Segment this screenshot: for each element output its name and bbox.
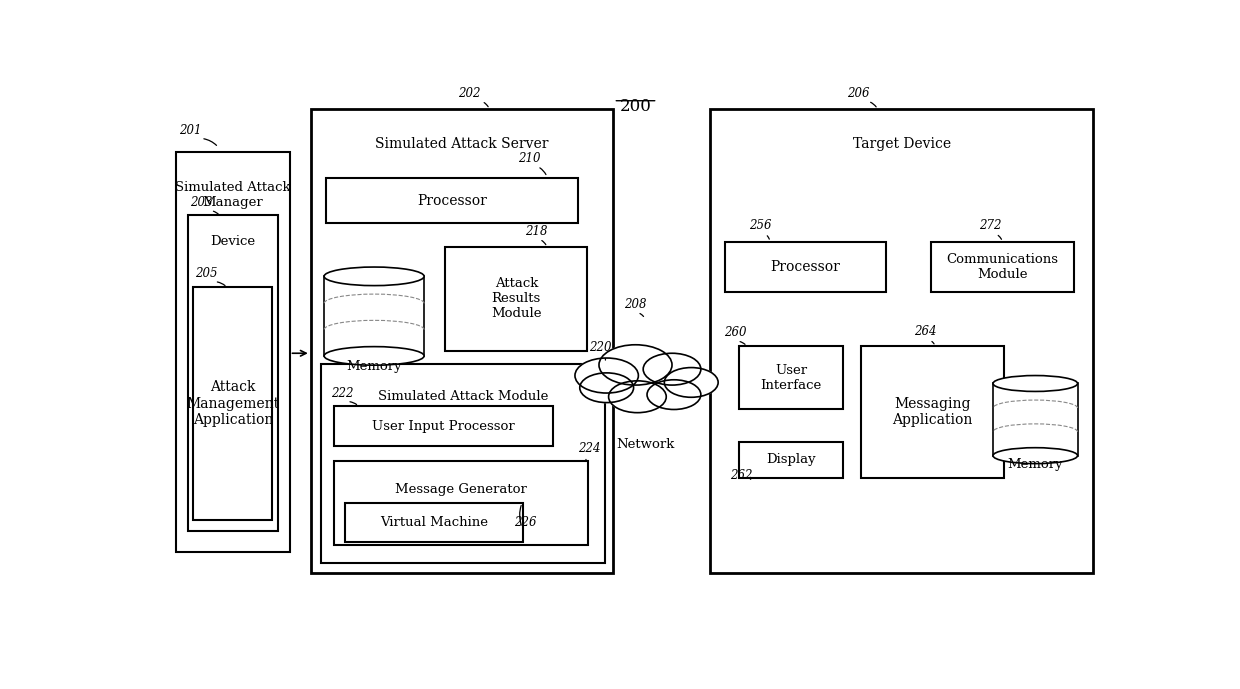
Text: Messaging
Application: Messaging Application (893, 397, 972, 427)
Text: User
Interface: User Interface (760, 364, 822, 391)
Text: 202: 202 (458, 87, 480, 100)
FancyBboxPatch shape (187, 215, 278, 531)
Text: Simulated Attack Server: Simulated Attack Server (376, 137, 549, 151)
Text: Memory: Memory (1007, 458, 1063, 471)
Text: Simulated Attack Module: Simulated Attack Module (378, 391, 548, 403)
Ellipse shape (324, 347, 424, 365)
FancyBboxPatch shape (993, 384, 1078, 455)
Ellipse shape (993, 448, 1078, 464)
Text: 256: 256 (749, 219, 771, 232)
Text: Message Generator: Message Generator (396, 483, 527, 495)
FancyBboxPatch shape (739, 442, 843, 478)
Circle shape (575, 358, 639, 393)
Text: Simulated Attack
Manager: Simulated Attack Manager (175, 181, 290, 209)
Text: 264: 264 (914, 325, 936, 338)
Text: Display: Display (766, 453, 816, 466)
FancyBboxPatch shape (931, 242, 1074, 292)
Ellipse shape (324, 267, 424, 286)
Text: Attack
Management
Application: Attack Management Application (186, 380, 279, 427)
Text: Memory: Memory (346, 360, 402, 373)
Text: 222: 222 (331, 387, 353, 400)
FancyBboxPatch shape (324, 276, 424, 356)
Circle shape (609, 381, 666, 413)
Text: 224: 224 (578, 442, 600, 455)
Text: 206: 206 (847, 87, 869, 100)
Text: 210: 210 (518, 152, 541, 165)
Text: Attack
Results
Module: Attack Results Module (491, 278, 542, 320)
FancyBboxPatch shape (193, 287, 273, 520)
Text: Communications
Module: Communications Module (946, 253, 1059, 281)
Circle shape (644, 353, 701, 385)
FancyBboxPatch shape (321, 364, 605, 563)
Circle shape (665, 367, 718, 398)
Text: User Input Processor: User Input Processor (372, 420, 515, 433)
Text: 203: 203 (190, 196, 212, 209)
FancyBboxPatch shape (326, 178, 578, 223)
FancyBboxPatch shape (862, 347, 1003, 478)
FancyBboxPatch shape (445, 247, 588, 351)
Text: Processor: Processor (417, 194, 487, 207)
FancyBboxPatch shape (311, 109, 614, 573)
FancyBboxPatch shape (725, 242, 887, 292)
FancyBboxPatch shape (739, 347, 843, 409)
Circle shape (647, 380, 701, 409)
Text: 201: 201 (179, 124, 202, 137)
FancyBboxPatch shape (711, 109, 1092, 573)
Text: 226: 226 (515, 516, 537, 529)
Ellipse shape (993, 376, 1078, 391)
Text: 272: 272 (980, 219, 1002, 232)
Text: 218: 218 (525, 225, 548, 238)
Text: Target Device: Target Device (853, 137, 951, 151)
Text: 220: 220 (589, 341, 611, 354)
FancyBboxPatch shape (334, 407, 553, 446)
FancyBboxPatch shape (345, 504, 523, 542)
Circle shape (580, 373, 634, 402)
Text: Processor: Processor (770, 260, 841, 274)
Text: 200: 200 (620, 98, 651, 114)
Text: 260: 260 (724, 327, 746, 340)
Text: Network: Network (616, 438, 675, 451)
FancyBboxPatch shape (176, 152, 289, 552)
Circle shape (599, 344, 672, 385)
Text: Virtual Machine: Virtual Machine (381, 516, 489, 529)
Text: Device: Device (211, 236, 255, 249)
Text: 205: 205 (196, 267, 218, 280)
Text: 262: 262 (729, 469, 753, 482)
Text: 208: 208 (624, 298, 646, 311)
FancyBboxPatch shape (334, 462, 589, 545)
